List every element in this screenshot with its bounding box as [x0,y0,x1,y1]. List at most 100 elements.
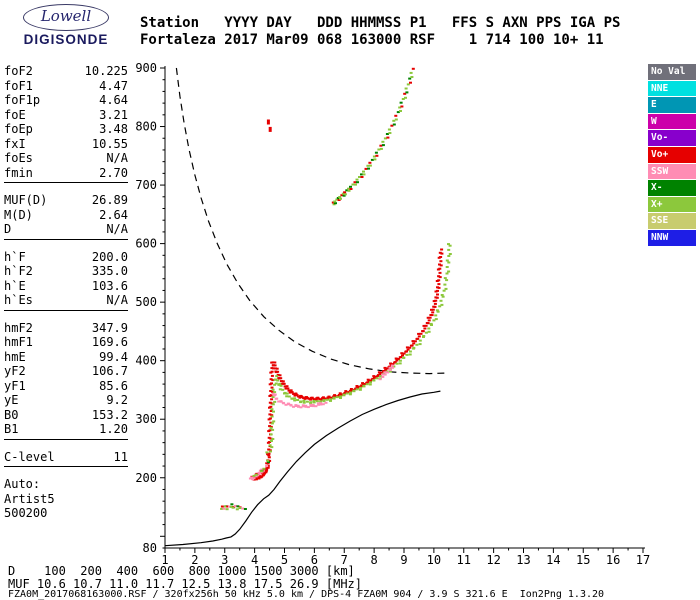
parameter-row-foes: foEs N/A [4,151,128,166]
parameter-row-d: D N/A [4,222,128,237]
parameter-row-500200: 500200 [4,506,128,521]
parameter-name: 500200 [4,506,48,520]
header-values: Fortaleza 2017 Mar09 068 163000 RSF 1 71… [140,32,604,48]
svg-text:6: 6 [311,553,318,567]
parameter-name: h`F [4,249,26,264]
svg-text:9: 9 [400,553,407,567]
svg-text:900: 900 [135,61,157,75]
header-column-titles: Station YYYY DAY DDD HHMMSS P1 FFS S AXN… [140,15,621,31]
parameter-group-4: C-level 11 [4,450,128,467]
parameter-name: M(D) [4,207,33,222]
series-isolated-echo [266,119,272,132]
parameter-name: foEp [4,122,33,136]
parameter-group-0: foF2 10.225 foF1 4.47 foF1p 4.64 foE 3.21 foEp 3.… [4,64,128,183]
svg-text:600: 600 [135,237,157,251]
parameter-value: 200.0 [91,249,128,264]
parameter-value: 103.6 [91,278,128,293]
curve-MUF-transmission-curve [175,67,448,375]
parameter-row-foe: foE 3.21 [4,108,128,123]
parameter-value: 4.64 [99,93,128,107]
series-F-trace-X-mode-X+ [268,243,452,453]
parameter-name: foEs [4,151,33,165]
parameter-value: N/A [106,293,128,307]
legend-item-e: E [648,97,696,113]
legend-item-ssw: SSW [648,163,696,180]
parameter-row-hmf2: hmF2 347.9 [4,321,128,336]
parameter-value: 1.20 [99,422,128,436]
parameter-value: 11 [113,449,128,464]
parameter-value: 3.21 [99,107,128,122]
parameter-name: h`F2 [4,264,33,278]
parameter-value: 3.48 [99,122,128,136]
lowell-digisonde-logo: Lowell DIGISONDE [10,4,122,49]
parameter-value: 335.0 [91,264,128,278]
parameter-row-hme: hmE 99.4 [4,350,128,365]
parameter-value: 169.6 [91,335,128,349]
logo-oval-text: Lowell [23,4,109,31]
parameter-name: fmin [4,165,33,180]
parameter-row-ye: yE 9.2 [4,393,128,408]
parameter-row-hf: h`F 200.0 [4,250,128,265]
parameter-group-1: MUF(D) 26.89 M(D) 2.64 D N/A [4,193,128,240]
scaled-parameter-panel: foF2 10.225 foF1 4.47 foF1p 4.64 foE 3.21 foEp 3.… [4,64,128,533]
parameter-row-b0: B0 153.2 [4,408,128,423]
parameter-row-he: h`E 103.6 [4,279,128,294]
parameter-row-clevel: C-level 11 [4,450,128,465]
parameter-value: 10.55 [91,136,128,151]
echo-direction-legend: No Val NNE E W Vo- Vo+ SSW X- X+ SSE NNW [648,64,697,247]
logo-wordmark: DIGISONDE [23,32,109,47]
parameter-row-fof1p: foF1p 4.64 [4,93,128,108]
parameter-name: yE [4,393,19,407]
parameter-value: 9.2 [106,393,128,407]
axes [160,66,645,553]
parameter-value: 99.4 [99,349,128,364]
curve-true-height-profile [164,390,441,547]
svg-text:80: 80 [143,541,157,555]
parameter-name: MUF(D) [4,193,48,207]
svg-text:5: 5 [281,553,288,567]
svg-text:11: 11 [457,553,471,567]
parameter-row-b1: B1 1.20 [4,422,128,437]
svg-text:14: 14 [546,553,560,567]
parameter-group-3: hmF2 347.9 hmF1 169.6 hmE 99.4 yF2 106.7 yF1 85.6… [4,321,128,440]
svg-text:400: 400 [135,354,157,368]
svg-text:800: 800 [135,120,157,134]
parameter-value: 106.7 [91,364,128,378]
legend-item-nnw: NNW [648,229,696,246]
parameter-value: 85.6 [99,378,128,393]
parameter-value: 2.70 [99,165,128,180]
series-oblique-SSW [248,364,395,481]
legend-item-noval: No Val [648,64,696,80]
parameter-row-auto: Auto: [4,477,128,492]
parameter-row-mufd: MUF(D) 26.89 [4,193,128,208]
file-info-footer: FZA0M_2017068163000.RSF / 320fx256h 50 k… [8,589,605,600]
svg-text:3: 3 [221,553,228,567]
parameter-name: Artist5 [4,491,55,506]
legend-item-w: W [648,113,696,130]
parameter-row-hmf1: hmF1 169.6 [4,335,128,350]
parameter-value: 26.89 [91,193,128,207]
parameter-name: foE [4,107,26,122]
parameter-name: hmF1 [4,335,33,349]
parameter-row-foep: foEp 3.48 [4,122,128,137]
svg-text:1: 1 [161,553,168,567]
parameter-row-artist5: Artist5 [4,492,128,507]
parameter-value: 4.47 [99,78,128,93]
svg-text:12: 12 [486,553,500,567]
series-E-region-echoes [220,451,271,511]
parameter-name: B1 [4,422,19,436]
svg-text:10: 10 [427,553,441,567]
series-second-hop-trace [331,67,415,206]
svg-text:200: 200 [135,471,157,485]
parameter-row-hf2: h`F2 335.0 [4,264,128,279]
parameter-row-yf1: yF1 85.6 [4,379,128,394]
parameter-row-md: M(D) 2.64 [4,208,128,223]
parameter-row-hes: h`Es N/A [4,293,128,308]
parameter-name: yF1 [4,378,26,393]
parameter-name: B0 [4,407,19,422]
svg-text:17: 17 [636,553,650,567]
station-header: Station YYYY DAY DDD HHMMSS P1 FFS S AXN… [140,15,620,49]
parameter-name: foF2 [4,64,33,78]
legend-item-vo-: Vo- [648,130,696,146]
